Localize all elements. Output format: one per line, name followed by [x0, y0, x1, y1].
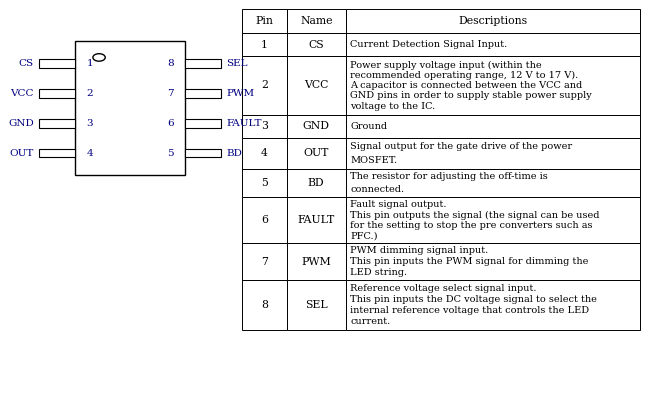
Text: 7: 7: [167, 89, 174, 98]
Text: The resistor for adjusting the off-time is: The resistor for adjusting the off-time …: [350, 172, 548, 181]
Bar: [39, 89, 75, 98]
Text: Power supply voltage input (within the: Power supply voltage input (within the: [350, 60, 542, 69]
Text: This pin inputs the PWM signal for dimming the: This pin inputs the PWM signal for dimmi…: [350, 257, 588, 266]
Text: SEL: SEL: [305, 300, 328, 310]
Bar: [242, 138, 287, 169]
Bar: [346, 56, 640, 115]
Text: PWM: PWM: [302, 256, 331, 267]
Text: FAULT: FAULT: [298, 215, 335, 225]
Bar: [287, 33, 346, 56]
Text: connected.: connected.: [350, 184, 404, 193]
Bar: [39, 59, 75, 68]
Text: 5: 5: [167, 149, 174, 158]
Text: internal reference voltage that controls the LED: internal reference voltage that controls…: [350, 306, 590, 315]
Text: current.: current.: [350, 317, 391, 326]
Bar: [346, 33, 640, 56]
Bar: [287, 138, 346, 169]
Text: OUT: OUT: [10, 149, 34, 158]
Bar: [346, 9, 640, 33]
Text: Name: Name: [300, 16, 332, 26]
Text: 3: 3: [261, 121, 268, 131]
Text: FAULT: FAULT: [226, 119, 262, 128]
Bar: [242, 169, 287, 197]
Bar: [185, 119, 221, 128]
Bar: [242, 243, 287, 280]
Bar: [39, 119, 75, 128]
Bar: [75, 41, 185, 175]
Text: BD: BD: [308, 178, 324, 188]
Text: GND pins in order to supply stable power supply: GND pins in order to supply stable power…: [350, 91, 592, 100]
Text: BD: BD: [226, 149, 242, 158]
Text: 6: 6: [167, 119, 174, 128]
Text: VCC: VCC: [10, 89, 34, 98]
Bar: [242, 280, 287, 330]
Text: Ground: Ground: [350, 122, 387, 131]
Text: PWM: PWM: [226, 89, 254, 98]
Text: OUT: OUT: [304, 148, 329, 158]
Text: GND: GND: [303, 121, 330, 131]
Bar: [185, 149, 221, 157]
Bar: [185, 59, 221, 68]
Text: 6: 6: [261, 215, 268, 225]
Text: Descriptions: Descriptions: [458, 16, 527, 26]
Bar: [346, 115, 640, 138]
Bar: [242, 115, 287, 138]
Bar: [242, 9, 287, 33]
Text: GND: GND: [8, 119, 34, 128]
Text: Fault signal output.: Fault signal output.: [350, 201, 447, 209]
Text: 1: 1: [86, 59, 93, 68]
Text: SEL: SEL: [226, 59, 248, 68]
Bar: [346, 197, 640, 243]
Text: VCC: VCC: [304, 80, 328, 91]
Text: 2: 2: [261, 80, 268, 91]
Text: Signal output for the gate drive of the power: Signal output for the gate drive of the …: [350, 142, 572, 151]
Text: voltage to the IC.: voltage to the IC.: [350, 102, 436, 111]
Bar: [242, 33, 287, 56]
Text: Pin: Pin: [255, 16, 273, 26]
Bar: [287, 197, 346, 243]
Bar: [346, 280, 640, 330]
Bar: [346, 138, 640, 169]
Text: 8: 8: [261, 300, 268, 310]
Bar: [346, 243, 640, 280]
Text: 8: 8: [167, 59, 174, 68]
Text: for the setting to stop the pre converters such as: for the setting to stop the pre converte…: [350, 221, 593, 230]
Text: 2: 2: [86, 89, 93, 98]
Text: This pin outputs the signal (the signal can be used: This pin outputs the signal (the signal …: [350, 210, 600, 220]
Text: 4: 4: [261, 148, 268, 158]
Bar: [287, 243, 346, 280]
Bar: [185, 89, 221, 98]
Text: This pin inputs the DC voltage signal to select the: This pin inputs the DC voltage signal to…: [350, 295, 597, 304]
Text: Reference voltage select signal input.: Reference voltage select signal input.: [350, 284, 537, 293]
Text: CS: CS: [308, 40, 324, 50]
Bar: [287, 280, 346, 330]
Text: PWM dimming signal input.: PWM dimming signal input.: [350, 247, 488, 255]
Text: recommended operating range, 12 V to 17 V).: recommended operating range, 12 V to 17 …: [350, 71, 578, 80]
Text: 4: 4: [86, 149, 93, 158]
Text: CS: CS: [19, 59, 34, 68]
Bar: [242, 197, 287, 243]
Text: 1: 1: [261, 40, 268, 50]
Bar: [242, 56, 287, 115]
Bar: [346, 169, 640, 197]
Text: 5: 5: [261, 178, 268, 188]
Text: 7: 7: [261, 256, 268, 267]
Text: LED string.: LED string.: [350, 268, 408, 277]
Circle shape: [93, 54, 105, 61]
Bar: [287, 56, 346, 115]
Text: A capacitor is connected between the VCC and: A capacitor is connected between the VCC…: [350, 81, 582, 90]
Bar: [287, 9, 346, 33]
Bar: [39, 149, 75, 157]
Text: MOSFET.: MOSFET.: [350, 156, 397, 165]
Text: PFC.): PFC.): [350, 231, 378, 240]
Bar: [287, 169, 346, 197]
Bar: [287, 115, 346, 138]
Text: Current Detection Signal Input.: Current Detection Signal Input.: [350, 40, 508, 49]
Text: 3: 3: [86, 119, 93, 128]
